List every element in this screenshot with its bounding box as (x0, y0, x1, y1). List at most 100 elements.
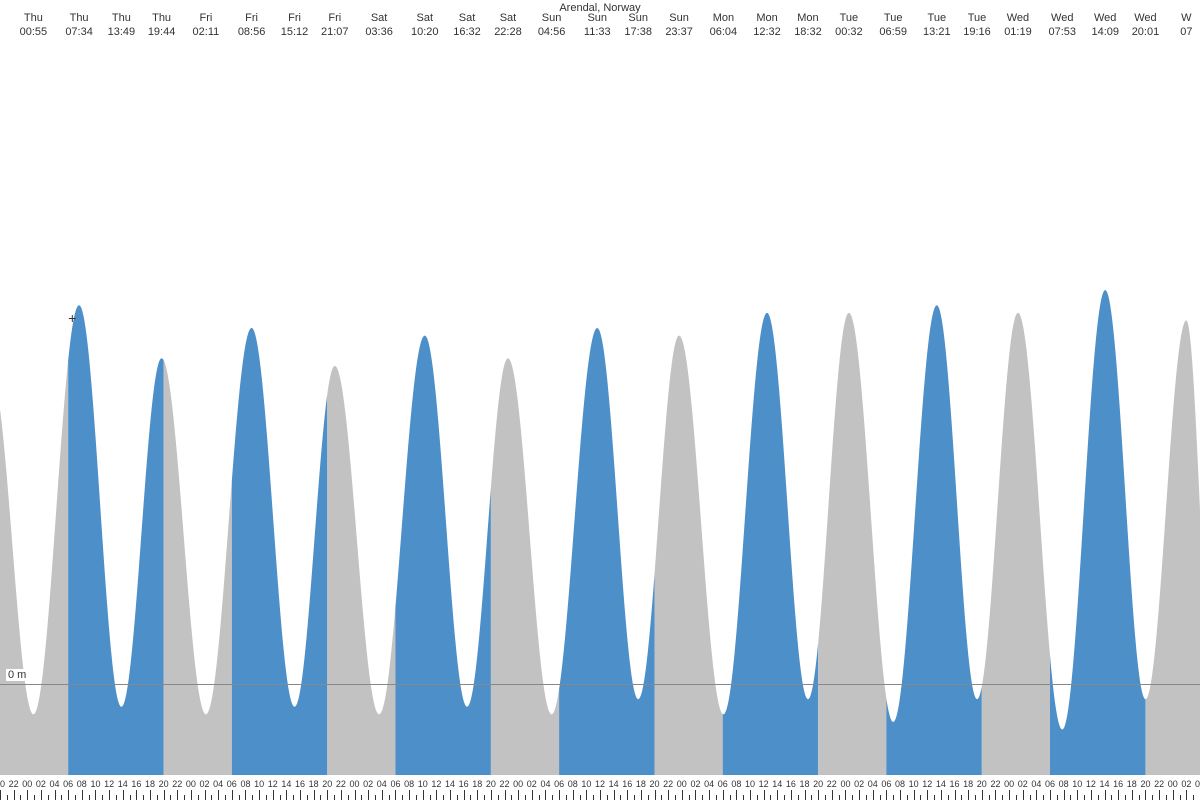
hour-label: 00 (22, 779, 32, 789)
top-axis-tick: Sat10:20 (411, 12, 439, 38)
plot-area: 0 m+ (0, 40, 1200, 775)
top-axis-tick: Wed01:19 (1004, 12, 1032, 38)
hour-tick-major (1118, 790, 1119, 800)
hour-tick-major (1091, 790, 1092, 800)
hour-tick-minor (525, 795, 526, 800)
top-axis-tick: Sun23:37 (665, 12, 693, 38)
hour-label: 12 (431, 779, 441, 789)
hour-tick-major (532, 790, 533, 800)
hour-tick-major (82, 790, 83, 800)
hour-label: 06 (881, 779, 891, 789)
tide-fill-day (886, 305, 981, 775)
hour-tick-minor (89, 795, 90, 800)
hour-tick-major (273, 790, 274, 800)
hour-label: 14 (772, 779, 782, 789)
hour-tick-major (1159, 790, 1160, 800)
hour-tick-minor (620, 795, 621, 800)
hour-label: 04 (540, 779, 550, 789)
hour-label: 04 (50, 779, 60, 789)
hour-tick-major (1186, 790, 1187, 800)
hour-tick-major (859, 790, 860, 800)
hour-tick-minor (1016, 795, 1017, 800)
hour-label: 08 (1059, 779, 1069, 789)
top-axis-tick: Thu13:49 (108, 12, 136, 38)
hour-tick-minor (975, 795, 976, 800)
hour-label: 04 (704, 779, 714, 789)
hour-tick-minor (770, 795, 771, 800)
hour-label: 14 (609, 779, 619, 789)
hour-tick-major (409, 790, 410, 800)
hour-tick-minor (1193, 795, 1194, 800)
hour-tick-minor (1111, 795, 1112, 800)
hour-label: 10 (745, 779, 755, 789)
hour-label: 02 (690, 779, 700, 789)
hour-tick-minor (566, 795, 567, 800)
hour-tick-minor (266, 795, 267, 800)
top-axis-tick: Fri21:07 (321, 12, 349, 38)
hour-tick-major (873, 790, 874, 800)
top-axis-tick: W07 (1180, 12, 1192, 38)
hour-label: 22 (827, 779, 837, 789)
hour-tick-major (982, 790, 983, 800)
top-axis-tick: Mon12:32 (753, 12, 781, 38)
top-axis-tick: Thu00:55 (20, 12, 48, 38)
tide-wave (0, 40, 1200, 775)
tide-chart: Arendal, Norway d4Thu00:55Thu07:34Thu13:… (0, 0, 1200, 800)
tide-fill-night (982, 313, 1050, 775)
hour-tick-minor (7, 795, 8, 800)
hour-label: 10 (1072, 779, 1082, 789)
hour-label: 06 (390, 779, 400, 789)
hour-label: 18 (309, 779, 319, 789)
hour-tick-minor (757, 795, 758, 800)
hour-label: 06 (554, 779, 564, 789)
hour-tick-minor (866, 795, 867, 800)
tide-fill-night (164, 360, 232, 775)
hour-tick-minor (361, 795, 362, 800)
hour-label: 00 (513, 779, 523, 789)
hour-tick-minor (307, 795, 308, 800)
hour-tick-major (1050, 790, 1051, 800)
hour-tick-minor (498, 795, 499, 800)
hour-tick-major (191, 790, 192, 800)
hour-label: 08 (568, 779, 578, 789)
hour-tick-major (641, 790, 642, 800)
hour-label: 12 (268, 779, 278, 789)
hour-tick-minor (184, 795, 185, 800)
hour-tick-major (123, 790, 124, 800)
top-axis-tick: Mon18:32 (794, 12, 822, 38)
top-axis-tick: Fri02:11 (193, 12, 220, 38)
hour-tick-minor (1057, 795, 1058, 800)
hour-label: 02 (363, 779, 373, 789)
hour-tick-minor (1180, 795, 1181, 800)
hour-tick-major (764, 790, 765, 800)
hour-tick-major (205, 790, 206, 800)
hour-label: 18 (1127, 779, 1137, 789)
hour-tick-minor (130, 795, 131, 800)
hour-tick-major (750, 790, 751, 800)
hour-tick-major (259, 790, 260, 800)
top-axis-tick: Sun11:33 (584, 12, 611, 38)
hour-tick-minor (934, 795, 935, 800)
hour-tick-major (545, 790, 546, 800)
hour-tick-major (232, 790, 233, 800)
hour-tick-major (627, 790, 628, 800)
hour-tick-minor (1125, 795, 1126, 800)
hour-tick-major (1036, 790, 1037, 800)
hour-tick-minor (893, 795, 894, 800)
hour-tick-major (55, 790, 56, 800)
hour-tick-major (109, 790, 110, 800)
hour-tick-major (573, 790, 574, 800)
hour-tick-minor (348, 795, 349, 800)
hour-label: 12 (595, 779, 605, 789)
hour-tick-major (709, 790, 710, 800)
hour-label: 00 (350, 779, 360, 789)
hour-tick-major (845, 790, 846, 800)
tide-fill-night (655, 336, 723, 775)
hour-tick-minor (580, 795, 581, 800)
hour-tick-minor (852, 795, 853, 800)
hour-tick-major (1132, 790, 1133, 800)
hour-tick-major (1145, 790, 1146, 800)
hour-label: 18 (800, 779, 810, 789)
hour-tick-minor (1030, 795, 1031, 800)
hour-tick-minor (293, 795, 294, 800)
